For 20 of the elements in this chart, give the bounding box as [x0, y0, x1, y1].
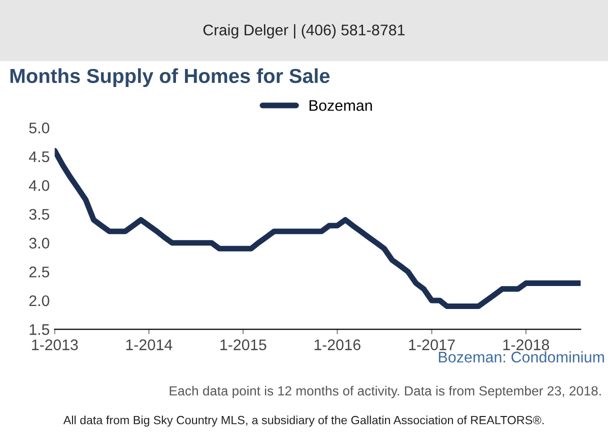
y-tick-label: 3.5	[29, 208, 50, 220]
text: All data from Big Sky Country MLS, a subsidiary of the Gallatin Association of REALTORS®.	[63, 416, 544, 427]
x-tick-label: 1-2013	[32, 339, 78, 350]
y-tick-label: 3.0	[29, 238, 50, 249]
x-tick-label: 1-2018	[503, 339, 550, 350]
y-tick-label: 4.0	[28, 180, 50, 191]
text: Bozeman: Condominium	[438, 351, 604, 362]
y-tick-label: 2.5	[29, 266, 50, 278]
x-tick-label: 1-2014	[126, 339, 172, 350]
chart-title: Months Supply of Homes for Sale	[10, 68, 330, 88]
y-tick-label: 4.5	[28, 152, 50, 162]
legend-label: Bozeman	[310, 100, 372, 111]
text: Craig Delger | (406) 581-8781	[203, 24, 405, 39]
text: Each data point is 12 months of activity. Data is from September 23, 2018.	[170, 386, 601, 398]
x-tick-label: 1-2017	[409, 339, 455, 350]
x-tick-label: 1-2016	[314, 339, 360, 350]
y-tick-label: 5.0	[29, 122, 50, 134]
x-tick-label: 1-2015	[220, 339, 266, 350]
y-tick-label: 1.5	[30, 324, 50, 335]
y-tick-label: 2.0	[29, 295, 50, 306]
